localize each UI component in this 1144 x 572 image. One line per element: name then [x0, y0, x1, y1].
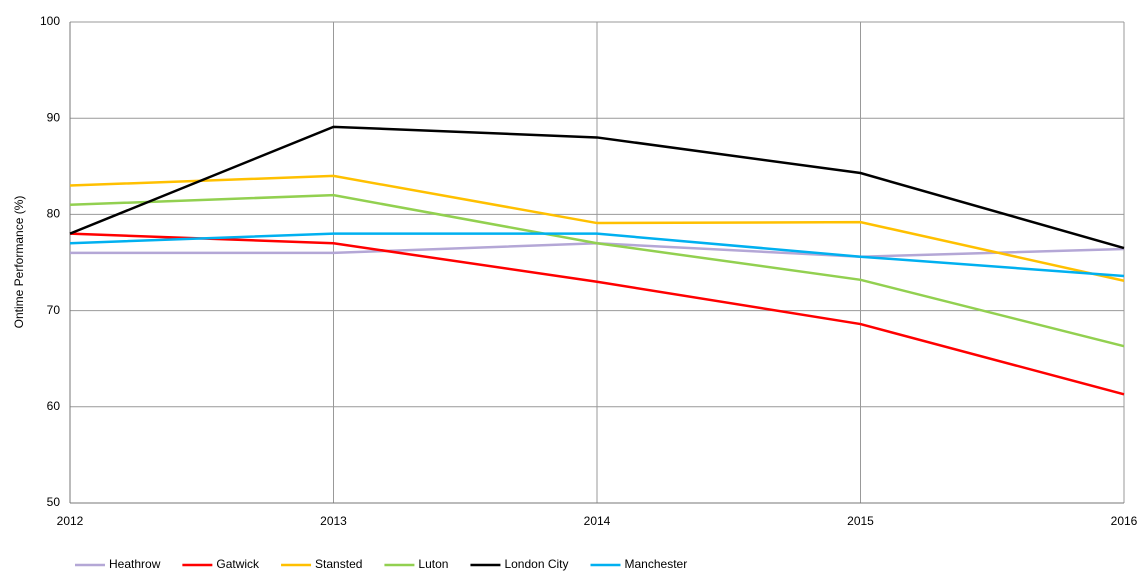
legend-label: Luton	[418, 557, 448, 571]
legend-label: Heathrow	[109, 557, 161, 571]
legend-label: Gatwick	[216, 557, 260, 571]
x-tick-label: 2012	[57, 514, 84, 528]
line	[69, 125, 1125, 250]
y-tick-label: 90	[47, 110, 61, 124]
x-tick-label: 2013	[320, 514, 347, 528]
y-tick-label: 70	[47, 303, 61, 317]
y-tick-label: 80	[47, 207, 61, 221]
line	[69, 174, 1125, 282]
y-axis-label: Ontime Performance (%)	[12, 196, 26, 329]
x-tick-label: 2014	[584, 514, 611, 528]
line	[69, 232, 1125, 278]
legend-label: Stansted	[315, 557, 362, 571]
y-tick-label: 60	[47, 399, 61, 413]
y-tick-label: 100	[40, 14, 60, 28]
line	[69, 193, 1125, 348]
y-tick-label: 50	[47, 495, 61, 509]
legend-label: Manchester	[625, 557, 688, 571]
line	[69, 232, 1125, 396]
legend-label: London City	[504, 557, 568, 571]
x-tick-label: 2015	[847, 514, 874, 528]
x-tick-label: 2016	[1111, 514, 1138, 528]
